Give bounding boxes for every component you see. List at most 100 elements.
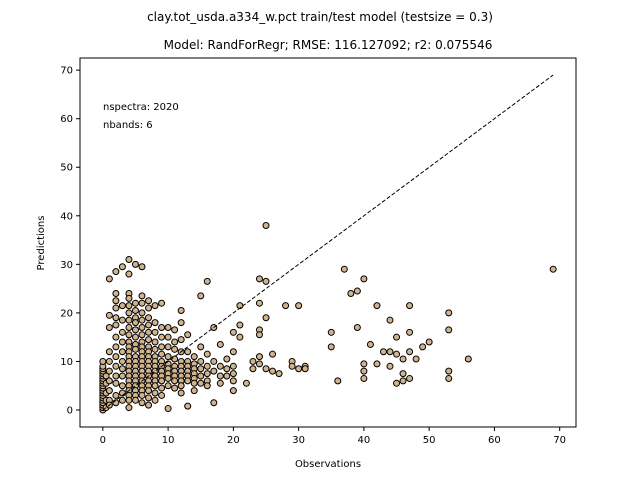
data-point xyxy=(158,343,166,351)
data-point xyxy=(406,328,414,336)
data-point xyxy=(229,377,237,385)
y-tick-label: 40 xyxy=(60,211,73,222)
data-point xyxy=(151,338,159,346)
data-point xyxy=(164,333,172,341)
data-point xyxy=(151,319,159,327)
data-point xyxy=(125,331,133,339)
data-point xyxy=(236,333,244,341)
annotation-nbands: nbands: 6 xyxy=(103,120,153,131)
data-point xyxy=(419,343,427,351)
data-point xyxy=(145,321,153,329)
data-point xyxy=(112,391,120,399)
data-point xyxy=(373,360,381,368)
data-point xyxy=(445,367,453,375)
data-point xyxy=(203,362,211,370)
data-point xyxy=(145,328,153,336)
data-point xyxy=(360,275,368,283)
data-point xyxy=(177,319,185,327)
data-point xyxy=(347,289,355,297)
data-point xyxy=(229,370,237,378)
y-axis-label: Predictions xyxy=(36,216,47,271)
data-point xyxy=(105,367,113,375)
data-point xyxy=(112,314,120,322)
data-point xyxy=(118,316,126,324)
data-point xyxy=(138,323,146,331)
data-point xyxy=(164,343,172,351)
data-point xyxy=(164,405,172,413)
data-point xyxy=(145,387,153,395)
x-tick-label: 50 xyxy=(423,435,436,446)
data-point xyxy=(151,389,159,397)
y-tick-label: 30 xyxy=(60,260,73,271)
data-point xyxy=(138,391,146,399)
data-point xyxy=(171,384,179,392)
data-point xyxy=(158,333,166,341)
x-tick-label: 0 xyxy=(100,435,106,446)
data-point xyxy=(118,302,126,310)
data-point xyxy=(125,294,133,302)
data-point xyxy=(184,402,192,410)
data-point xyxy=(131,326,139,334)
data-point xyxy=(236,321,244,329)
data-point xyxy=(203,277,211,285)
data-point xyxy=(131,306,139,314)
data-point xyxy=(262,222,270,230)
y-tick-label: 10 xyxy=(60,357,73,368)
data-point xyxy=(118,396,126,404)
data-point xyxy=(158,350,166,358)
data-point xyxy=(210,367,218,375)
data-point xyxy=(112,372,120,380)
data-point xyxy=(125,404,133,412)
data-point xyxy=(138,309,146,317)
data-point xyxy=(190,387,198,395)
data-point xyxy=(138,399,146,407)
data-point xyxy=(262,365,270,373)
data-point xyxy=(406,302,414,310)
data-point xyxy=(373,302,381,310)
data-point xyxy=(340,265,348,273)
data-point xyxy=(131,260,139,268)
y-tick-label: 50 xyxy=(60,163,73,174)
data-point xyxy=(118,382,126,390)
data-point xyxy=(216,379,224,387)
data-point xyxy=(171,326,179,334)
data-point xyxy=(131,345,139,353)
data-point xyxy=(105,387,113,395)
data-point xyxy=(151,345,159,353)
data-point xyxy=(112,268,120,276)
data-point xyxy=(301,365,309,373)
data-point xyxy=(393,379,401,387)
data-point xyxy=(131,299,139,307)
data-point xyxy=(118,328,126,336)
plot-frame xyxy=(79,57,577,428)
data-point xyxy=(242,379,250,387)
data-point xyxy=(203,350,211,358)
data-point xyxy=(118,263,126,271)
data-point xyxy=(171,345,179,353)
data-point xyxy=(158,299,166,307)
data-point xyxy=(164,374,172,382)
data-point xyxy=(105,348,113,356)
ticks-layer: 0 10 20 30 40 50 60 70 0 10 20 30 40 50 60 70 xyxy=(60,66,566,446)
data-point xyxy=(327,343,335,351)
reference-line-layer xyxy=(102,74,554,411)
data-point xyxy=(216,372,224,380)
data-point xyxy=(112,321,120,329)
data-point xyxy=(445,326,453,334)
data-point xyxy=(190,353,198,361)
data-point xyxy=(112,289,120,297)
data-point xyxy=(99,357,107,365)
y-tick-label: 0 xyxy=(67,406,73,417)
x-tick-label: 70 xyxy=(553,435,566,446)
data-point xyxy=(102,372,110,380)
x-tick-label: 40 xyxy=(358,435,371,446)
data-point xyxy=(112,353,120,361)
data-point xyxy=(216,362,224,370)
data-point xyxy=(138,331,146,339)
data-point xyxy=(255,275,263,283)
x-axis-label: Observations xyxy=(295,459,361,470)
x-tick-label: 10 xyxy=(162,435,175,446)
data-point xyxy=(112,343,120,351)
data-point xyxy=(112,362,120,370)
data-point xyxy=(197,357,205,365)
